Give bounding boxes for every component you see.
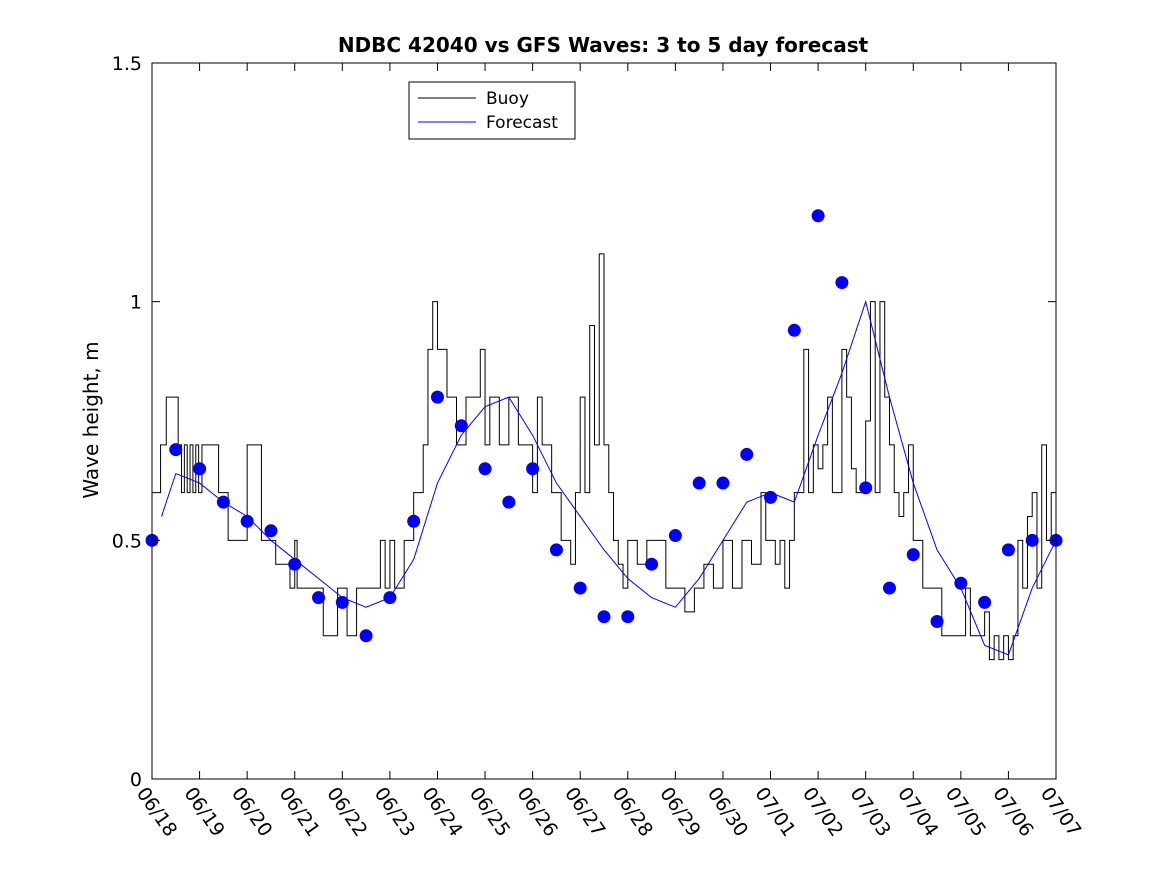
forecast-marker: [264, 524, 278, 538]
forecast-marker: [335, 595, 349, 609]
forecast-marker: [549, 543, 563, 557]
forecast-marker: [502, 495, 516, 509]
forecast-marker: [383, 591, 397, 605]
forecast-marker: [954, 576, 968, 590]
forecast-marker: [288, 557, 302, 571]
forecast-marker: [716, 476, 730, 490]
forecast-marker: [312, 591, 326, 605]
y-tick-label: 0: [130, 769, 142, 791]
forecast-series-line: [161, 299, 1057, 656]
forecast-marker: [193, 462, 207, 476]
forecast-marker: [169, 443, 183, 457]
forecast-marker: [835, 276, 849, 290]
legend-forecast-label: Forecast: [486, 113, 558, 133]
forecast-marker: [692, 476, 706, 490]
legend-buoy-label: Buoy: [486, 89, 529, 109]
forecast-marker: [859, 481, 873, 495]
forecast-marker: [764, 490, 778, 504]
forecast-marker: [811, 209, 825, 223]
forecast-marker: [621, 610, 635, 624]
legend: Buoy Forecast: [408, 81, 576, 140]
forecast-marker: [740, 447, 754, 461]
y-tick-label: 0.5: [112, 530, 142, 552]
forecast-marker: [906, 548, 920, 562]
forecast-marker: [216, 495, 230, 509]
forecast-marker: [668, 529, 682, 543]
forecast-marker: [454, 419, 468, 433]
y-tick-label: 1.5: [112, 53, 142, 75]
forecast-marker: [882, 581, 896, 595]
forecast-marker: [573, 581, 587, 595]
y-axis-label: Wave height, m: [79, 341, 103, 498]
forecast-marker: [1001, 543, 1015, 557]
forecast-marker: [478, 462, 492, 476]
chart-title: NDBC 42040 vs GFS Waves: 3 to 5 day fore…: [338, 33, 869, 57]
forecast-marker: [1025, 533, 1039, 547]
forecast-marker: [407, 514, 421, 528]
y-tick-label: 1: [130, 292, 142, 314]
forecast-marker: [978, 595, 992, 609]
forecast-marker: [430, 390, 444, 404]
buoy-series-line: [152, 253, 1057, 661]
forecast-marker: [359, 629, 373, 643]
forecast-marker: [787, 323, 801, 337]
forecast-marker: [240, 514, 254, 528]
forecast-marker: [645, 557, 659, 571]
legend-box: [408, 81, 576, 140]
forecast-marker: [597, 610, 611, 624]
forecast-marker: [930, 614, 944, 628]
axes-box: [151, 62, 1057, 780]
plot-area: [145, 209, 1063, 661]
forecast-marker: [526, 462, 540, 476]
